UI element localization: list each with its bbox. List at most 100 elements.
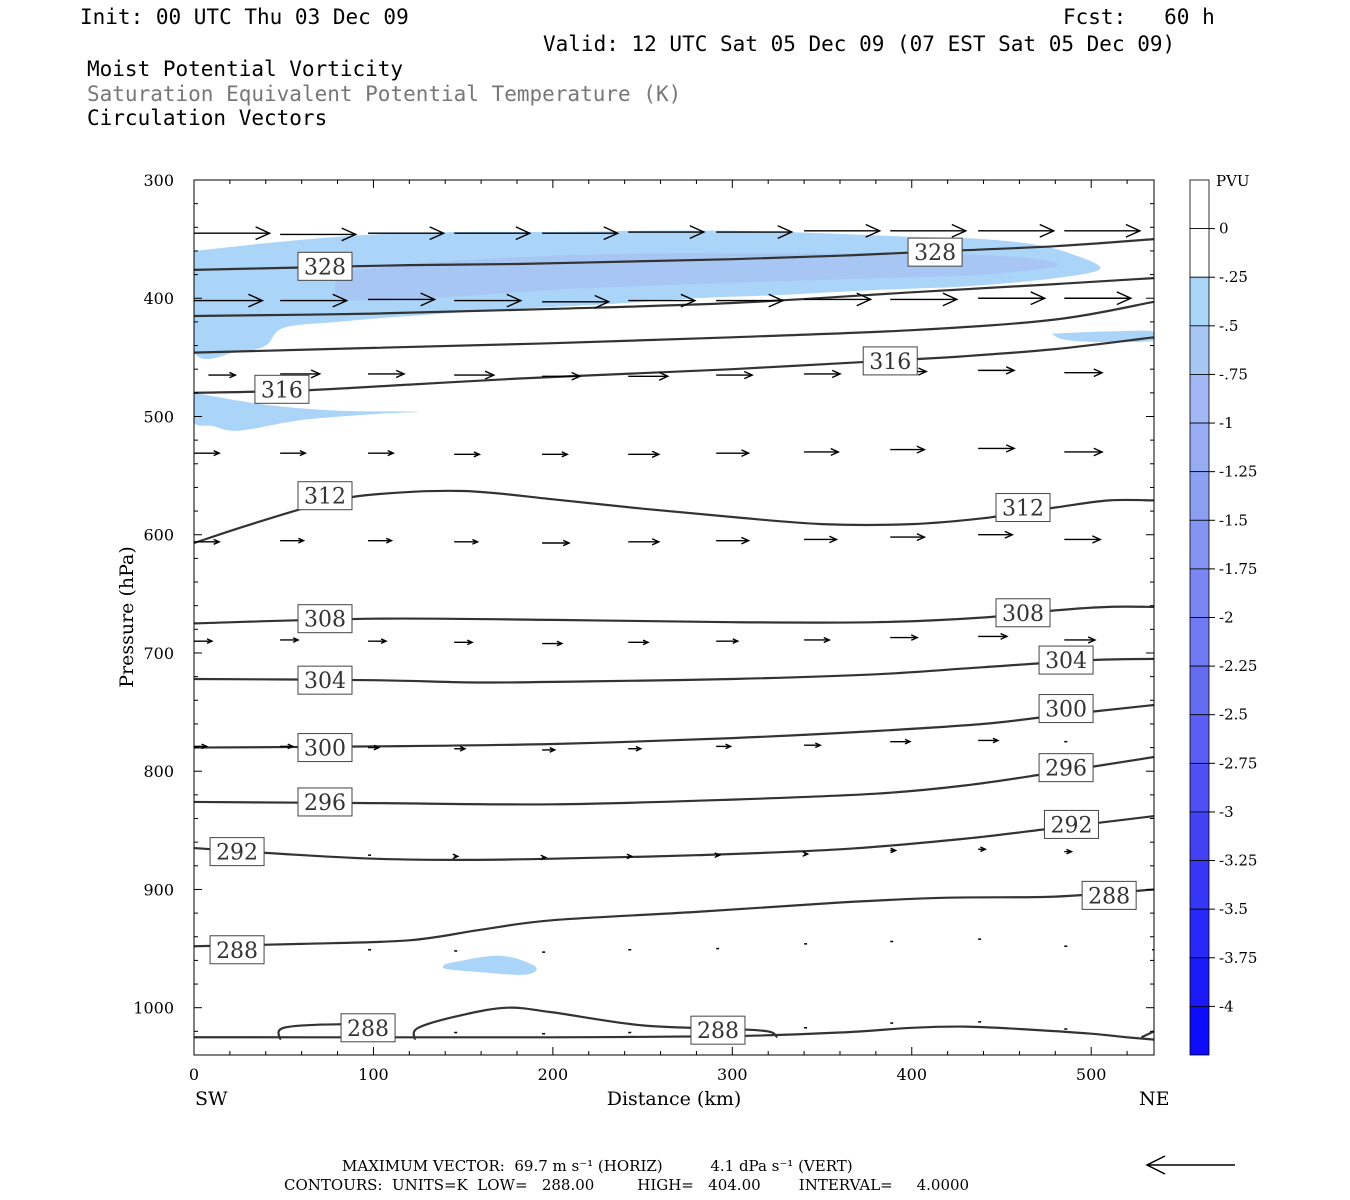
circulation-vector (368, 450, 395, 457)
contour-label: 296 (1038, 753, 1094, 783)
contour-label: 304 (1038, 645, 1094, 675)
contour-288 (194, 888, 1154, 948)
y-tick-label: 400 (143, 289, 174, 308)
colorbar-swatch (1189, 422, 1210, 473)
circulation-vector (542, 539, 571, 547)
y-tick-label: 300 (143, 171, 174, 190)
circulation-vector (716, 638, 740, 645)
svg-text:288: 288 (216, 939, 258, 964)
colorbar-swatch (1189, 811, 1210, 861)
y-tick-label: 1000 (133, 999, 174, 1018)
circulation-vector (978, 223, 1056, 238)
colorbar-swatch (1189, 276, 1210, 327)
circulation-vector (368, 537, 394, 544)
circulation-vector (542, 747, 557, 753)
colorbar-label: -4 (1219, 997, 1234, 1015)
circulation-vector (978, 366, 1016, 375)
circulation-vector (542, 640, 564, 647)
circulation-vector (890, 634, 919, 641)
circulation-vector (280, 743, 295, 750)
colorbar-label: -1.25 (1219, 463, 1257, 481)
circulation-vector (1064, 447, 1104, 457)
y-axis-title: Pressure (hPa) (116, 546, 138, 688)
circulation-vector (804, 292, 873, 307)
circulation-vector (890, 738, 912, 745)
circulation-vector (628, 538, 661, 546)
contour-296 (194, 755, 1154, 806)
circulation-vector (454, 293, 523, 308)
circulation-vector (890, 292, 959, 307)
x-tick-label: 100 (358, 1065, 389, 1084)
colorbar-swatch (1189, 568, 1210, 618)
circulation-vector (280, 227, 358, 242)
circulation-vector (978, 444, 1016, 453)
valid-time: Valid: 12 UTC Sat 05 Dec 09 (07 EST Sat … (543, 32, 1176, 56)
contour-label: 296 (297, 787, 353, 817)
circulation-vector (1064, 291, 1133, 306)
contour-label: 288 (340, 1013, 396, 1043)
field-title-vectors: Circulation Vectors (87, 106, 328, 130)
contour-label: 328 (297, 251, 353, 281)
contour-label: 316 (254, 374, 310, 404)
circulation-vector (368, 292, 437, 307)
circulation-vector (194, 538, 221, 545)
pv-region (194, 392, 419, 431)
endpoint-ne: NE (1139, 1088, 1170, 1110)
colorbar-label: -2.75 (1219, 754, 1257, 772)
circulation-vector (626, 853, 634, 860)
circulation-vector (978, 846, 988, 853)
colorbar-swatch (1189, 617, 1210, 667)
colorbar-swatch (1189, 374, 1210, 424)
circulation-vector (628, 293, 697, 308)
svg-text:304: 304 (304, 669, 346, 694)
plot-frame (193, 179, 1155, 1056)
forecast-hour: Fcst: 60 h (1063, 5, 1215, 29)
colorbar-label: -2 (1219, 609, 1234, 627)
circulation-vector (978, 291, 1047, 306)
circulation-vector (804, 369, 842, 379)
colorbar-swatch (1189, 860, 1210, 910)
circulation-vector (368, 638, 388, 645)
circulation-vector (194, 226, 272, 241)
contour-label: 288 (209, 935, 265, 965)
circulation-vector (542, 371, 582, 381)
reference-vector-arrow (1145, 1155, 1235, 1175)
circulation-vector (716, 743, 733, 750)
contour-label: 292 (209, 837, 265, 867)
circulation-vector (804, 535, 839, 544)
svg-text:308: 308 (304, 608, 346, 633)
colorbar-label: -.75 (1219, 365, 1248, 383)
circulation-vector (542, 451, 570, 458)
contour-label: 304 (297, 665, 353, 695)
circulation-vector (978, 530, 1015, 539)
circulation-vector (716, 370, 754, 380)
y-tick-label: 600 (143, 526, 174, 545)
colorbar-label: -2.25 (1219, 657, 1257, 675)
circulation-vector (804, 447, 840, 456)
svg-text:300: 300 (304, 737, 346, 762)
circulation-vector (628, 639, 650, 646)
circulation-vector (368, 369, 406, 379)
circulation-vector (628, 450, 661, 458)
contour-label: 300 (297, 733, 353, 763)
contour-info-note: CONTOURS: UNITS=K LOW= 288.00 HIGH= 404.… (284, 1176, 970, 1194)
contour-label: 288 (1081, 880, 1137, 910)
contour-label: 288 (690, 1015, 746, 1045)
colorbar-swatch (1189, 471, 1210, 521)
circulation-vector (280, 637, 300, 643)
contour-label: 316 (862, 346, 918, 376)
circulation-vector (1064, 223, 1142, 238)
x-tick-label: 500 (1076, 1065, 1107, 1084)
y-tick-label: 500 (143, 407, 174, 426)
pv-colorbar: 0 -.25 -.5 -.75 -1 -1.25 -1.5 -1.75 -2 -2.25 -2.5 -… (1189, 179, 1257, 1056)
contour-300 (194, 703, 1154, 749)
contour-292 (194, 815, 1154, 862)
colorbar-swatch (1189, 179, 1210, 230)
contour-label: 328 (907, 237, 963, 267)
circulation-vector (542, 226, 620, 241)
circulation-vector (1064, 368, 1104, 378)
circulation-vector (194, 450, 221, 457)
circulation-vector (280, 293, 349, 308)
colorbar-label: -2.5 (1219, 706, 1248, 724)
contour-308 (194, 605, 1154, 625)
